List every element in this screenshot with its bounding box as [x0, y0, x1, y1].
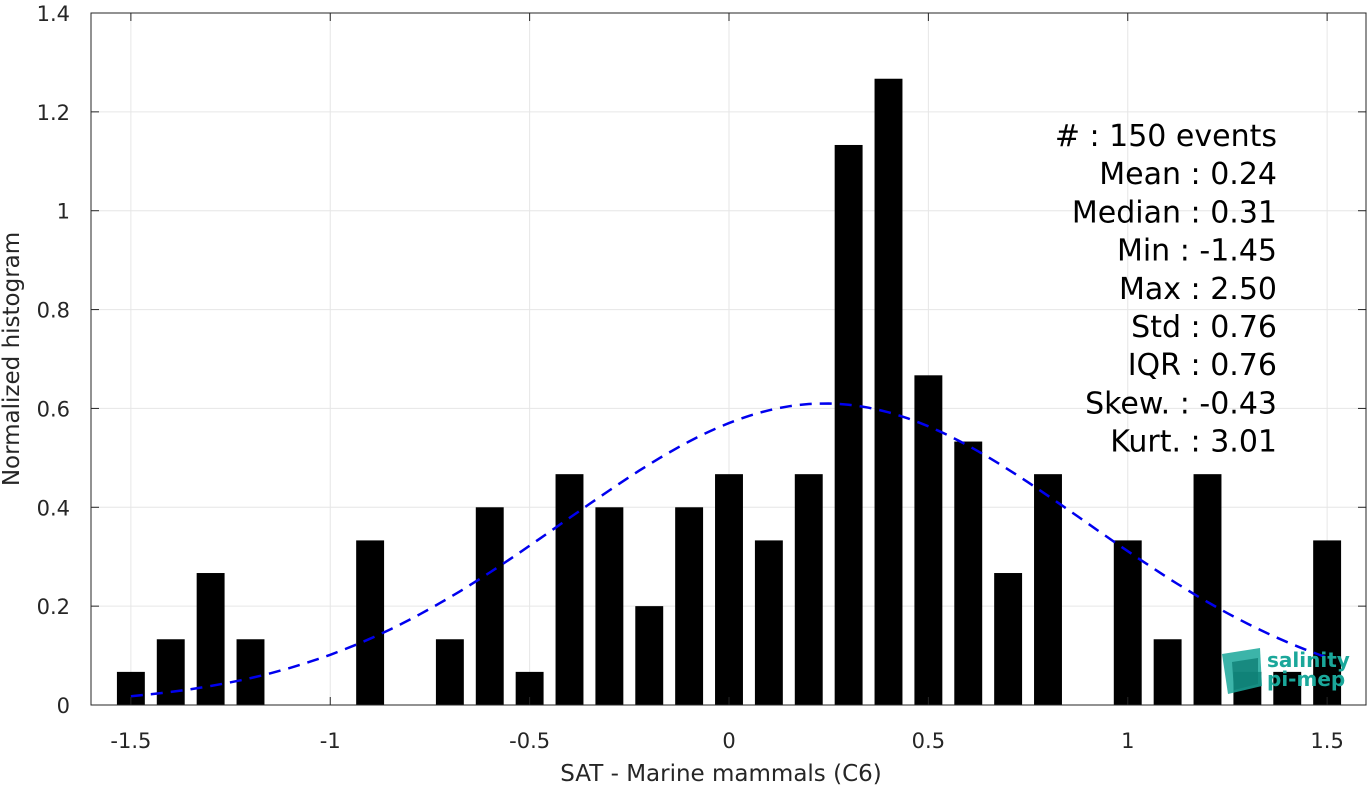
histogram-bar — [715, 474, 743, 705]
histogram-bar — [954, 441, 983, 705]
logo-text-line1: salinity — [1267, 648, 1350, 672]
histogram-bar — [1273, 671, 1302, 705]
y-tick-label: 0.6 — [37, 397, 70, 421]
histogram-bar — [595, 507, 624, 705]
y-tick-label: 0.8 — [37, 299, 70, 323]
x-tick-label: -1 — [320, 729, 341, 753]
y-tick-label: 1 — [57, 200, 70, 224]
stats-line: Max : 2.50 — [1119, 272, 1277, 307]
histogram-bar — [874, 78, 903, 706]
x-tick-label: 0.5 — [912, 729, 945, 753]
bars — [116, 78, 1342, 706]
y-tick-label: 0 — [57, 694, 70, 718]
x-tick-label: 0 — [722, 729, 735, 753]
x-axis-label: SAT - Marine mammals (C6) — [560, 761, 882, 785]
x-tick-label: -1.5 — [110, 729, 151, 753]
y-axis-ticks: 0 0.2 0.4 0.6 0.8 1 1.2 1.4 — [37, 2, 1366, 718]
stats-line: Kurt. : 3.01 — [1110, 425, 1277, 460]
histogram-bar — [555, 474, 584, 705]
histogram-bar — [834, 144, 863, 705]
histogram-bar — [236, 639, 265, 705]
histogram-bar — [794, 474, 823, 705]
stats-line: Skew. : -0.43 — [1085, 386, 1277, 421]
y-tick-label: 1.2 — [37, 101, 70, 125]
stats-line: Min : -1.45 — [1117, 234, 1277, 269]
histogram-bar — [156, 639, 185, 705]
histogram-bar — [914, 375, 943, 705]
histogram-bar — [1153, 639, 1182, 705]
stats-line: # : 150 events — [1055, 119, 1277, 154]
logo-emblem-shade-icon — [1232, 658, 1258, 690]
histogram-bar — [675, 507, 704, 705]
histogram-bar — [1034, 474, 1062, 705]
y-axis-label: Normalized histogram — [0, 232, 25, 486]
histogram-bar — [196, 573, 225, 705]
x-tick-label: 1.5 — [1310, 729, 1343, 753]
histogram-bar — [435, 639, 464, 705]
x-axis-ticks: -1.5 -1 -0.5 0 0.5 1 1.5 — [110, 13, 1344, 753]
stats-line: Median : 0.31 — [1072, 195, 1277, 230]
y-tick-label: 0.4 — [37, 496, 70, 520]
histogram-bar — [635, 606, 664, 705]
stats-line: IQR : 0.76 — [1128, 348, 1277, 383]
y-tick-label: 0.2 — [37, 595, 70, 619]
histogram-bar — [1113, 540, 1142, 705]
grid — [91, 12, 1367, 706]
histogram-bar — [356, 540, 385, 705]
salinity-pimep-logo: salinity pi-mep — [1222, 648, 1350, 694]
histogram-bar — [994, 573, 1023, 705]
histogram-bar — [475, 507, 504, 705]
histogram-bar — [1313, 540, 1342, 705]
stats-line: Std : 0.76 — [1131, 310, 1277, 345]
y-tick-label: 1.4 — [37, 2, 70, 26]
logo-text-line2: pi-mep — [1267, 667, 1345, 691]
normal-fit-curve — [130, 402, 1328, 698]
stats-line: Mean : 0.24 — [1099, 157, 1277, 192]
histogram-bar — [1193, 474, 1222, 705]
x-tick-label: -0.5 — [509, 729, 550, 753]
histogram-bar — [754, 540, 783, 705]
x-tick-label: 1 — [1121, 729, 1134, 753]
